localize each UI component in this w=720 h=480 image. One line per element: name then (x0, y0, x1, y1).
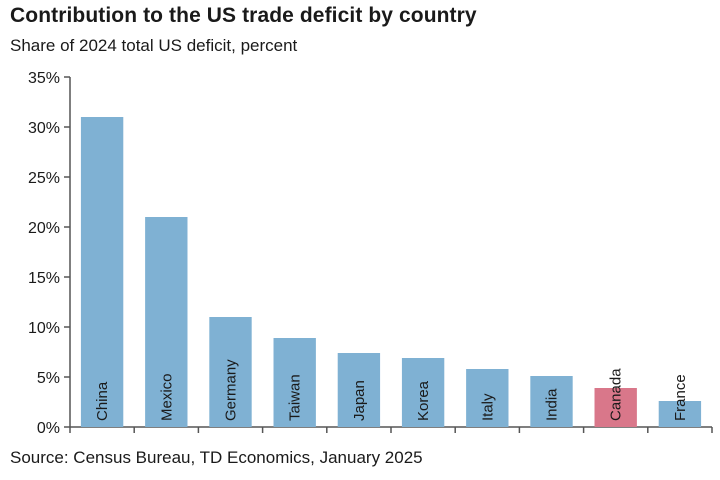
bar-india (530, 376, 573, 427)
bar-category-label: China (94, 381, 111, 421)
bar-china (80, 117, 124, 427)
y-tick-label: 10% (28, 320, 60, 337)
bar-category-label: France (672, 374, 689, 421)
bar-category-label: Korea (415, 380, 432, 421)
y-tick-label: 5% (37, 370, 60, 387)
bar-canada (594, 388, 637, 427)
y-tick-label: 35% (28, 70, 60, 87)
bar-germany (209, 317, 252, 427)
y-tick-label: 25% (28, 170, 60, 187)
y-tick-label: 20% (28, 220, 60, 237)
bar-italy (466, 369, 509, 427)
chart-subtitle: Share of 2024 total US deficit, percent (10, 36, 298, 55)
bar-mexico (145, 217, 188, 427)
y-tick-label: 0% (37, 420, 60, 437)
bar-category-label: India (544, 388, 561, 421)
y-tick-label: 30% (28, 120, 60, 137)
bar-korea (401, 358, 445, 427)
bar-category-label: Japan (351, 380, 368, 421)
chart-title: Contribution to the US trade deficit by … (10, 4, 477, 27)
bar-category-label: Canada (608, 368, 625, 421)
y-tick-label: 15% (28, 270, 60, 287)
bar-category-label: Mexico (158, 373, 175, 421)
bar-taiwan (273, 338, 316, 427)
bar-category-label: Italy (479, 393, 496, 421)
bar-japan (337, 353, 381, 427)
bar-france (658, 401, 702, 427)
bar-category-label: Taiwan (287, 374, 304, 421)
bar-category-label: Germany (223, 359, 240, 421)
chart-source-note: Source: Census Bureau, TD Economics, Jan… (10, 448, 423, 467)
